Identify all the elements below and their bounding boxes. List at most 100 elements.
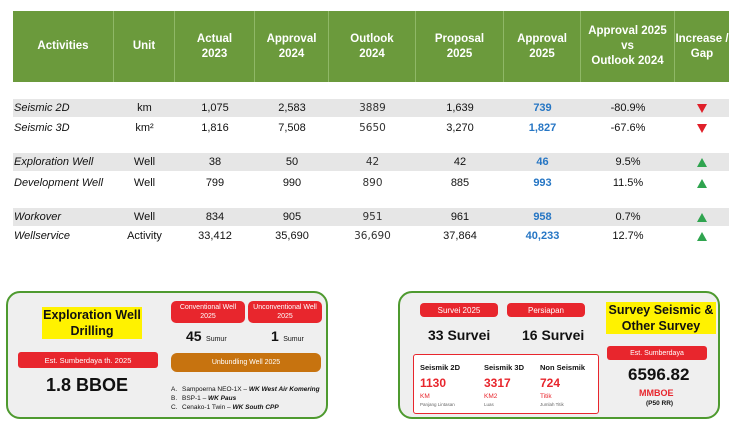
- table-row: Development Well Well 799 990 890 885 993 11.5%: [13, 174, 729, 192]
- seismik-2d-sub: Panjang Lintasan: [420, 402, 455, 407]
- header-line: 2024: [359, 47, 385, 60]
- cell-actual: 799: [205, 177, 225, 189]
- survei-label: Survei 2025: [437, 305, 481, 315]
- cell-activity: Wellservice: [14, 230, 71, 242]
- cell-activity: Exploration Well: [14, 156, 94, 168]
- cell-approval24: 50: [285, 156, 299, 168]
- cell-outlook: 3889: [359, 102, 386, 114]
- unbundling-list-item: A. Sampoerna NEO-1X – WK West Air Komerin…: [171, 385, 320, 394]
- header-approval-2025: Approval 2025: [504, 11, 581, 82]
- header-increase-gap: Increase / Gap: [675, 11, 729, 82]
- cell-outlook: 42: [365, 156, 380, 168]
- header-line: Increase /: [675, 32, 729, 45]
- cell-activity: Workover: [14, 211, 62, 223]
- cell-unit: Well: [133, 211, 156, 223]
- seismik-3d-value: 3317: [484, 376, 511, 390]
- cell-pct: 12.7%: [612, 230, 644, 242]
- cell-unit: km²: [135, 122, 154, 134]
- badge-line: 2025: [277, 313, 293, 320]
- triangle-down-icon: [697, 123, 707, 133]
- list-well-name: BSP-1 –: [182, 395, 209, 402]
- non-seismik-value: 724: [540, 376, 561, 390]
- list-marker: A.: [171, 386, 178, 393]
- table-row: Exploration Well Well 38 50 42 42 46 9.5%: [13, 153, 729, 171]
- cell-unit: Well: [133, 177, 156, 189]
- title-line: Exploration Well: [43, 308, 141, 322]
- unbundling-well-list: A. Sampoerna NEO-1X – WK West Air Komerin…: [171, 385, 320, 412]
- cell-activity: Seismic 2D: [14, 102, 70, 114]
- header-approval-2024: Approval 2024: [255, 11, 329, 82]
- cell-trend: [675, 227, 729, 245]
- badge-line: Unconventional Well: [253, 304, 317, 311]
- exploration-panel: Exploration Well Drilling Conventional W…: [6, 291, 328, 419]
- cell-actual: 33,412: [198, 230, 232, 242]
- title-line: Drilling: [70, 324, 114, 338]
- resource-label-badge: Est. Sumberdaya th. 2025: [18, 352, 158, 368]
- header-line: Approval: [517, 32, 567, 45]
- cell-pct: 9.5%: [615, 156, 641, 168]
- unconventional-unit: Sumur: [283, 336, 304, 343]
- triangle-up-icon: [697, 178, 707, 188]
- unbundling-list-item: B. BSP-1 – WK Paus: [171, 394, 320, 403]
- table-header: Activities Unit Actual 2023 Approval 2024 …: [13, 11, 729, 82]
- conventional-well-badge: Conventional Well 2025: [171, 301, 245, 323]
- cell-approval24: 7,508: [278, 122, 306, 134]
- list-wk-name: WK South CPP: [232, 404, 279, 411]
- non-seismik-sub: Jumlah Titik: [540, 402, 564, 407]
- cell-approval24: 990: [282, 177, 302, 189]
- list-well-name: Cenako-1 Twin –: [182, 404, 233, 411]
- table-row: Seismic 2D km 1,075 2,583 3889 1,639 739 -80.9%: [13, 99, 729, 117]
- seismik-2d-label: Seismik 2D: [420, 363, 461, 372]
- header-line: 2024: [278, 47, 305, 60]
- seismik-2d-value: 1130: [420, 376, 447, 390]
- persiapan-label: Persiapan: [527, 305, 565, 315]
- cell-actual: 1,816: [201, 122, 229, 134]
- title-line: Other Survey: [621, 319, 701, 333]
- table-row: Wellservice Activity 33,412 35,690 36,690 37,…: [13, 227, 729, 245]
- triangle-up-icon: [697, 231, 707, 241]
- header-line: Actual: [196, 32, 233, 45]
- exploration-title: Exploration Well Drilling: [42, 307, 142, 339]
- unbundling-label: Unbundling Well 2025: [211, 359, 281, 366]
- resource-label: Est. Sumberdaya th. 2025: [44, 355, 132, 365]
- cell-activity: Development Well: [14, 177, 104, 189]
- header-proposal-2025: Proposal 2025: [416, 11, 504, 82]
- cell-outlook: 5650: [359, 122, 386, 134]
- survey-resource-unit: MMBOE: [639, 388, 674, 398]
- non-seismik-label: Non Seismik: [540, 363, 586, 372]
- seismik-3d-label: Seismik 3D: [484, 363, 525, 372]
- badge-line: 2025: [200, 313, 216, 320]
- cell-proposal: 42: [453, 156, 467, 168]
- header-line: 2025: [529, 47, 555, 60]
- survey-panel: Survei 2025 Persiapan 33 Survei 16 Surve…: [398, 291, 720, 419]
- table-row: Workover Well 834 905 951 961 958 0.7%: [13, 208, 729, 226]
- cell-outlook: 890: [362, 177, 383, 189]
- seismik-3d-unit: KM2: [484, 393, 498, 400]
- header-line: Outlook: [350, 32, 394, 45]
- est-sumberdaya-label: Est. Sumberdaya: [630, 349, 684, 357]
- header-actual-2023: Actual 2023: [175, 11, 255, 82]
- cell-trend: [675, 174, 729, 192]
- cell-proposal: 885: [450, 177, 470, 189]
- list-marker: C.: [171, 404, 178, 411]
- cell-actual: 834: [205, 211, 225, 223]
- unconventional-value: 1: [271, 328, 279, 344]
- header-line: Proposal: [434, 32, 485, 45]
- cell-proposal: 1,639: [446, 102, 474, 114]
- cell-trend: [675, 208, 729, 226]
- cell-pct: 0.7%: [615, 211, 641, 223]
- est-sumberdaya-badge: Est. Sumberdaya: [607, 346, 707, 360]
- list-wk-name: WK Paus: [208, 395, 237, 402]
- cell-approval24: 2,583: [278, 102, 306, 114]
- cell-proposal: 37,864: [443, 230, 477, 242]
- unbundling-well-badge: Unbundling Well 2025: [171, 353, 321, 372]
- persiapan-value: 16 Survei: [522, 327, 585, 343]
- header-line: Approval 2025: [588, 25, 667, 37]
- cell-trend: [675, 119, 729, 137]
- header-activities-text: Activities: [37, 40, 89, 52]
- cell-proposal: 961: [450, 211, 470, 223]
- survey-resource-note: (P50 RR): [646, 400, 674, 407]
- seismik-3d-sub: Luas: [484, 402, 494, 407]
- header-line: 2025: [446, 47, 473, 60]
- cell-proposal: 3,270: [446, 122, 474, 134]
